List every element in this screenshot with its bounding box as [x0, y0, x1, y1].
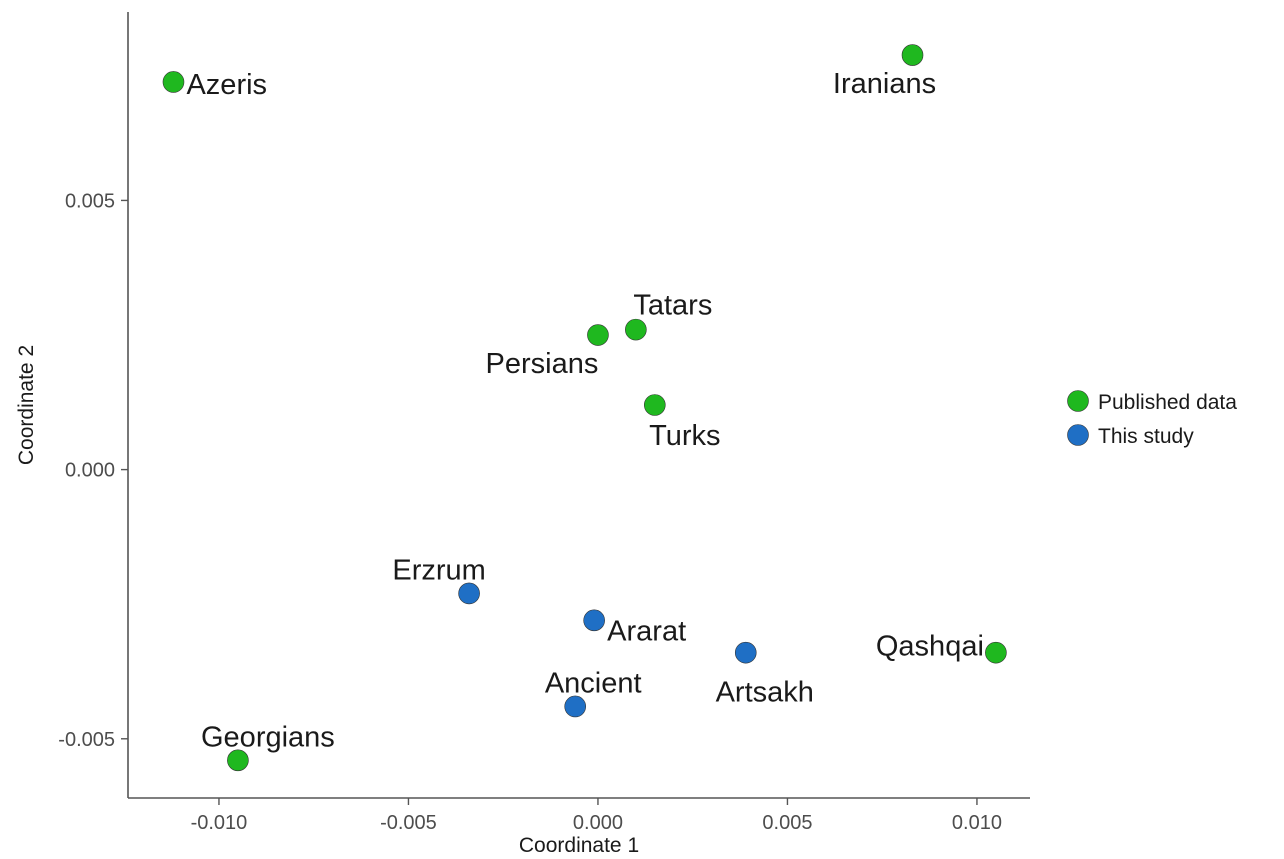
point-tatars [625, 318, 647, 341]
point-label-ararat: Ararat [607, 615, 686, 647]
point-label-ancient: Ancient [545, 667, 642, 699]
x-tick-label: 0.005 [762, 812, 812, 834]
legend-label-1: Published data [1098, 391, 1237, 414]
point-label-tatars: Tatars [633, 290, 712, 322]
point-label-erzrum: Erzrum [392, 554, 485, 586]
point-label-persians: Persians [486, 348, 599, 380]
point-iranians [901, 44, 924, 66]
point-qashqai [985, 641, 1007, 664]
point-ancient [564, 695, 587, 718]
point-persians [587, 324, 609, 346]
x-axis-ticks: -0.010 -0.005 0.000 0.005 0.010 [191, 798, 1002, 834]
x-tick-label: -0.010 [191, 812, 248, 834]
legend-key-1 [1067, 390, 1089, 412]
x-axis-title: Coordinate 1 [519, 834, 639, 857]
point-label-iranians: Iranians [833, 68, 936, 100]
y-tick-label: 0.005 [65, 190, 115, 212]
point-ararat [583, 609, 605, 632]
x-tick-label: 0.000 [573, 812, 623, 834]
point-label-azeris: Azeris [186, 69, 267, 101]
x-tick-label: -0.005 [380, 812, 437, 834]
point-artsakh [734, 641, 757, 664]
legend-key-2 [1067, 424, 1089, 446]
y-tick-label: -0.005 [58, 729, 115, 751]
point-label-artsakh: Artsakh [716, 677, 814, 709]
point-georgians [227, 749, 249, 772]
point-label-georgians: Georgians [201, 721, 335, 753]
point-label-qashqai: Qashqai [876, 631, 984, 663]
point-erzrum [458, 582, 480, 605]
y-tick-label: 0.000 [65, 460, 115, 482]
data-points: Azeris Iranians Tatars Persians Turks Qashqai… [162, 44, 1007, 772]
point-turks [643, 394, 666, 416]
point-label-turks: Turks [649, 420, 720, 452]
y-axis-title: Coordinate 2 [15, 345, 38, 465]
legend: Published data This study [1067, 390, 1237, 448]
axes [127, 12, 1030, 799]
y-axis-ticks: -0.005 0.000 0.005 [58, 190, 128, 751]
legend-label-2: This study [1098, 425, 1194, 448]
x-tick-label: 0.010 [952, 812, 1002, 834]
point-azeris [162, 71, 185, 93]
